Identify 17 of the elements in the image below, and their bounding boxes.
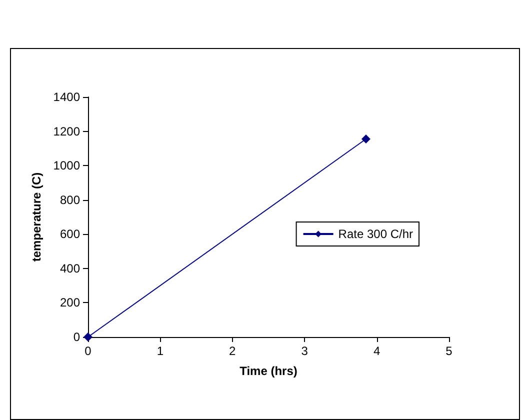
y-tick-label: 200 <box>60 296 80 310</box>
y-tick-label: 600 <box>60 227 80 242</box>
x-axis-title: Time (hrs) <box>240 364 298 378</box>
x-tick-label: 2 <box>229 344 236 358</box>
x-tick-label: 1 <box>156 344 164 358</box>
legend-label: Rate 300 C/hr <box>338 227 414 241</box>
x-tick-label: 5 <box>446 344 453 358</box>
y-tick-label: 400 <box>60 261 80 276</box>
x-tick-label: 3 <box>301 344 308 358</box>
y-axis-title: temperature (C) <box>29 172 44 262</box>
y-tick-label: 1200 <box>53 124 80 138</box>
y-tick-label: 800 <box>60 192 80 207</box>
y-tick-label: 1000 <box>53 158 80 173</box>
x-tick-label: 4 <box>373 344 380 358</box>
y-tick-label: 1400 <box>53 90 80 104</box>
x-tick-label: 0 <box>84 344 92 358</box>
y-tick-label: 0 <box>73 330 80 344</box>
